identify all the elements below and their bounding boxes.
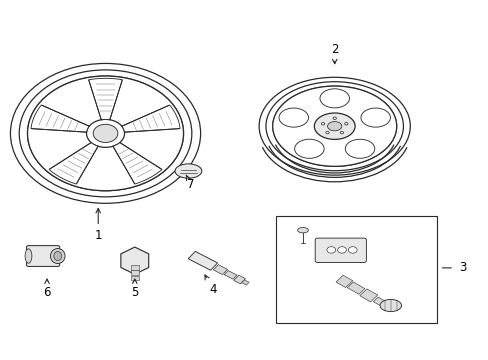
Circle shape bbox=[321, 122, 324, 125]
Circle shape bbox=[86, 120, 124, 147]
Ellipse shape bbox=[50, 248, 65, 264]
Bar bbox=[131, 270, 139, 275]
Text: 5: 5 bbox=[131, 279, 138, 300]
Ellipse shape bbox=[54, 252, 61, 261]
Polygon shape bbox=[346, 282, 364, 294]
Polygon shape bbox=[335, 275, 352, 288]
Ellipse shape bbox=[294, 139, 324, 158]
Text: 7: 7 bbox=[186, 175, 194, 191]
Polygon shape bbox=[122, 105, 180, 132]
Circle shape bbox=[27, 76, 183, 191]
Ellipse shape bbox=[360, 108, 389, 127]
Circle shape bbox=[340, 131, 343, 134]
Circle shape bbox=[325, 131, 328, 134]
Text: 3: 3 bbox=[458, 261, 466, 274]
Circle shape bbox=[326, 247, 335, 253]
FancyBboxPatch shape bbox=[26, 246, 60, 266]
Text: 2: 2 bbox=[330, 42, 338, 64]
Polygon shape bbox=[224, 271, 237, 279]
Circle shape bbox=[347, 247, 356, 253]
Circle shape bbox=[344, 122, 347, 125]
Circle shape bbox=[332, 117, 336, 120]
Bar bbox=[131, 265, 139, 270]
Ellipse shape bbox=[175, 164, 202, 178]
Polygon shape bbox=[372, 297, 386, 306]
Ellipse shape bbox=[327, 122, 341, 131]
Polygon shape bbox=[359, 289, 377, 302]
Polygon shape bbox=[49, 143, 98, 184]
Polygon shape bbox=[88, 78, 122, 120]
Ellipse shape bbox=[379, 300, 401, 312]
Bar bbox=[131, 276, 139, 280]
Polygon shape bbox=[233, 275, 245, 284]
Ellipse shape bbox=[319, 89, 349, 108]
Polygon shape bbox=[188, 251, 217, 270]
Ellipse shape bbox=[272, 86, 396, 166]
FancyBboxPatch shape bbox=[315, 238, 366, 262]
Polygon shape bbox=[113, 143, 162, 184]
Polygon shape bbox=[213, 265, 227, 275]
Text: 6: 6 bbox=[43, 279, 51, 300]
Ellipse shape bbox=[345, 139, 374, 158]
Ellipse shape bbox=[314, 113, 354, 139]
Circle shape bbox=[93, 124, 118, 143]
Polygon shape bbox=[121, 247, 148, 274]
Text: 1: 1 bbox=[94, 208, 102, 242]
Bar bbox=[276, 216, 436, 323]
Ellipse shape bbox=[25, 249, 32, 263]
Circle shape bbox=[337, 247, 346, 253]
Polygon shape bbox=[241, 280, 249, 285]
Ellipse shape bbox=[279, 108, 308, 127]
Polygon shape bbox=[31, 105, 89, 132]
Ellipse shape bbox=[297, 228, 308, 233]
Text: 4: 4 bbox=[204, 275, 216, 296]
